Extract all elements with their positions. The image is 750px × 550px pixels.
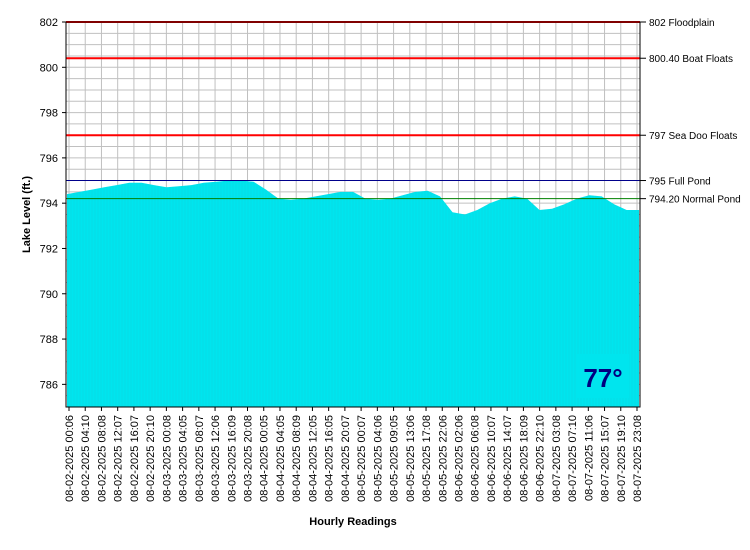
y-tick-label: 796 xyxy=(40,153,58,165)
x-tick-label: 08-04-2025 16:05 xyxy=(324,415,336,502)
x-tick-label: 08-02-2025 12:07 xyxy=(113,415,125,502)
y-axis-title: Lake Level (ft.) xyxy=(21,176,33,253)
temperature-value: 77° xyxy=(583,363,622,393)
x-tick-label: 08-02-2025 04:10 xyxy=(80,415,92,502)
x-tick-label: 08-03-2025 20:08 xyxy=(243,415,255,502)
x-tick-label: 08-06-2025 18:09 xyxy=(518,415,530,502)
x-tick-label: 08-07-2025 03:08 xyxy=(551,415,563,502)
x-tick-label: 08-03-2025 04:05 xyxy=(178,415,190,502)
x-tick-label: 08-05-2025 17:08 xyxy=(421,415,433,502)
x-tick-label: 08-06-2025 02:06 xyxy=(453,415,465,502)
reference-lines: 802 Floodplain 800.40 Boat Floats 797 Sea … xyxy=(66,18,741,206)
x-tick-label: 08-04-2025 12:05 xyxy=(307,415,319,502)
y-tick-label: 792 xyxy=(40,243,58,255)
x-tick-label: 08-06-2025 10:07 xyxy=(486,415,498,502)
x-tick-label: 08-06-2025 14:07 xyxy=(502,415,514,502)
reference-label: 802 Floodplain xyxy=(649,18,715,29)
x-tick-label: 08-04-2025 08:09 xyxy=(291,415,303,502)
temperature-badge-background xyxy=(577,354,629,398)
x-tick-label: 08-04-2025 04:05 xyxy=(275,415,287,502)
x-tick-label: 08-05-2025 09:05 xyxy=(389,415,401,502)
x-tick-label: 08-07-2025 23:08 xyxy=(632,415,644,502)
x-axis-ticks: 08-02-2025 00:06 08-02-2025 04:10 08-02-20… xyxy=(64,407,644,502)
reference-label: 794.20 Normal Pond xyxy=(649,195,741,206)
y-tick-label: 794 xyxy=(40,198,58,210)
x-tick-label: 08-07-2025 11:06 xyxy=(583,415,595,501)
x-tick-label: 08-04-2025 20:07 xyxy=(340,415,352,502)
reference-label: 797 Sea Doo Floats xyxy=(649,131,737,142)
x-tick-label: 08-02-2025 00:06 xyxy=(64,415,76,502)
reference-label: 795 Full Pond xyxy=(649,177,711,188)
x-tick-label: 08-05-2025 22:06 xyxy=(437,415,449,502)
y-tick-label: 798 xyxy=(40,108,58,120)
x-tick-label: 08-06-2025 22:10 xyxy=(535,415,547,502)
y-tick-label: 786 xyxy=(40,379,58,391)
x-tick-label: 08-07-2025 07:10 xyxy=(567,415,579,502)
y-tick-label: 790 xyxy=(40,289,58,301)
y-tick-label: 802 xyxy=(40,17,58,29)
x-tick-label: 08-03-2025 12:06 xyxy=(210,415,222,502)
area-series xyxy=(67,180,639,407)
x-tick-label: 08-03-2025 16:09 xyxy=(226,415,238,502)
reference-label: 800.40 Boat Floats xyxy=(649,54,733,65)
x-axis-title: Hourly Readings xyxy=(309,516,396,528)
x-tick-label: 08-02-2025 16:07 xyxy=(129,415,141,502)
x-tick-label: 08-03-2025 00:08 xyxy=(161,415,173,502)
x-tick-label: 08-04-2025 00:05 xyxy=(259,415,271,502)
plot-frame xyxy=(65,21,641,408)
x-tick-label: 08-03-2025 08:07 xyxy=(194,415,206,502)
y-tick-label: 788 xyxy=(40,334,58,346)
x-tick-label: 08-05-2025 04:06 xyxy=(372,415,384,502)
y-tick-label: 800 xyxy=(40,62,58,74)
x-tick-label: 08-07-2025 15:07 xyxy=(600,415,612,502)
x-tick-label: 08-02-2025 20:10 xyxy=(145,415,157,502)
x-tick-label: 08-02-2025 08:08 xyxy=(96,415,108,502)
lake-level-area xyxy=(67,180,639,407)
x-tick-label: 08-05-2025 13:06 xyxy=(405,415,417,502)
x-tick-label: 08-07-2025 19:10 xyxy=(616,415,628,502)
temperature-badge: 77° xyxy=(577,354,629,398)
x-tick-label: 08-06-2025 06:08 xyxy=(470,415,482,502)
x-tick-label: 08-05-2025 00:07 xyxy=(356,415,368,502)
y-axis-ticks: 786 788 790 792 794 796 798 800 802 xyxy=(40,17,66,391)
